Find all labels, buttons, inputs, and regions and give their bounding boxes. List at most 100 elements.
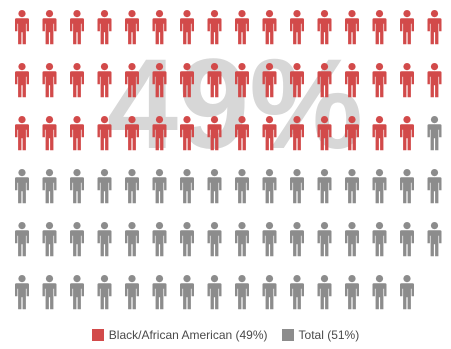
- person-icon: [345, 169, 359, 204]
- legend-item-total[interactable]: Total (51%): [281, 328, 360, 342]
- person-icon: [317, 275, 332, 310]
- person-icon: [207, 10, 222, 45]
- person-icon: [235, 10, 249, 45]
- person-icon: [125, 116, 139, 151]
- person-icon: [262, 10, 277, 45]
- person-icon: [180, 63, 194, 98]
- person-icon: [290, 275, 304, 310]
- person-icon: [42, 63, 57, 98]
- person-icon: [427, 169, 442, 204]
- person-icon: [207, 222, 222, 257]
- person-icon: [317, 63, 332, 98]
- person-icon: [70, 275, 84, 310]
- person-icon: [427, 63, 442, 98]
- person-icon: [372, 116, 387, 151]
- person-icon: [15, 275, 29, 310]
- overlay-percent-label: 49%: [107, 33, 363, 176]
- person-icon: [70, 222, 84, 257]
- person-icon: [235, 63, 249, 98]
- person-icon: [290, 10, 304, 45]
- person-icon: [400, 275, 414, 310]
- person-icon: [400, 10, 414, 45]
- person-icon: [152, 169, 167, 204]
- person-icon: [317, 10, 332, 45]
- person-icon: [262, 275, 277, 310]
- person-icon: [180, 169, 194, 204]
- person-icon: [70, 10, 84, 45]
- person-icon: [317, 169, 332, 204]
- person-icon: [42, 10, 57, 45]
- person-icon: [345, 116, 359, 151]
- legend-label: Black/African American (49%): [108, 328, 268, 342]
- person-icon: [15, 10, 29, 45]
- person-icon: [180, 116, 194, 151]
- person-icon: [345, 222, 359, 257]
- person-icon: [70, 63, 84, 98]
- person-icon: [235, 275, 249, 310]
- person-icon: [290, 63, 304, 98]
- person-icon: [207, 169, 222, 204]
- person-icon: [400, 222, 414, 257]
- person-icon: [317, 222, 332, 257]
- person-icon: [97, 116, 112, 151]
- person-icon: [427, 116, 442, 151]
- person-icon: [180, 275, 194, 310]
- legend-label: Total (51%): [298, 328, 360, 342]
- person-icon: [317, 116, 332, 151]
- person-icon: [152, 222, 167, 257]
- person-icon: [70, 116, 84, 151]
- person-icon: [262, 63, 277, 98]
- person-icon: [97, 10, 112, 45]
- person-icon: [372, 275, 387, 310]
- person-icon: [97, 169, 112, 204]
- person-icon: [345, 275, 359, 310]
- person-icon: [262, 222, 277, 257]
- person-icon: [97, 63, 112, 98]
- person-icon: [42, 169, 57, 204]
- person-icon: [262, 116, 277, 151]
- person-icon: [235, 222, 249, 257]
- person-icon: [400, 116, 414, 151]
- person-icon: [42, 222, 57, 257]
- person-icon: [180, 222, 194, 257]
- person-icon: [180, 10, 194, 45]
- person-icon: [97, 275, 112, 310]
- person-icon: [207, 275, 222, 310]
- person-icon: [290, 169, 304, 204]
- person-icon: [42, 275, 57, 310]
- person-icon: [207, 116, 222, 151]
- person-icon: [152, 10, 167, 45]
- person-icon: [372, 169, 387, 204]
- person-icon: [290, 116, 304, 151]
- person-icon: [125, 275, 139, 310]
- person-icon: [15, 63, 29, 98]
- person-icon: [400, 63, 414, 98]
- person-icon: [372, 10, 387, 45]
- person-icon: [427, 10, 442, 45]
- person-icon: [400, 169, 414, 204]
- person-icon: [207, 63, 222, 98]
- person-icon: [345, 63, 359, 98]
- person-icon: [152, 63, 167, 98]
- person-icon: [235, 116, 249, 151]
- person-icon: [15, 116, 29, 151]
- person-icon: [125, 222, 139, 257]
- person-icon: [372, 63, 387, 98]
- person-icon: [42, 116, 57, 151]
- person-icon: [125, 169, 139, 204]
- person-icon: [152, 275, 167, 310]
- person-icon: [125, 63, 139, 98]
- person-icon: [290, 222, 304, 257]
- person-icon: [262, 169, 277, 204]
- legend-item-black-african-american[interactable]: Black/African American (49%): [91, 328, 268, 342]
- legend-swatch: [91, 329, 104, 341]
- person-icon: [152, 116, 167, 151]
- person-icon: [70, 169, 84, 204]
- person-icon: [345, 10, 359, 45]
- person-icon: [97, 222, 112, 257]
- person-icon: [15, 222, 29, 257]
- person-icon: [427, 222, 442, 257]
- person-icon: [125, 10, 139, 45]
- person-icon: [15, 169, 29, 204]
- legend: Black/African American (49%) Total (51%): [0, 328, 451, 342]
